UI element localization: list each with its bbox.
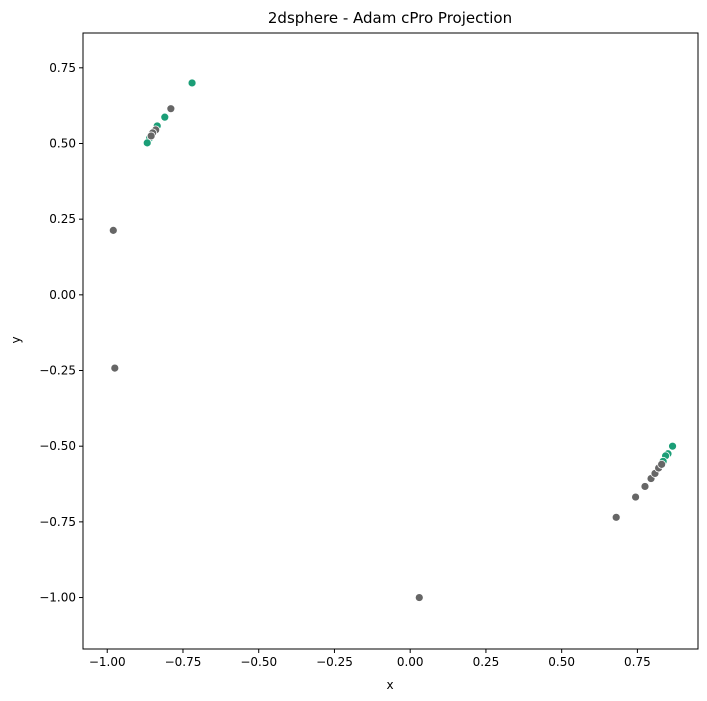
x-tick-label: −1.00 [89,655,126,669]
data-point [108,225,118,235]
y-axis: −1.00 −0.75 −0.50 −0.25 0.00 0.25 0.50 0.75 [39,61,83,605]
y-tick-label: −0.75 [39,515,76,529]
y-tick-label: −0.25 [39,364,76,378]
y-tick-label: 0.25 [49,212,76,226]
x-tick-label: −0.25 [316,655,353,669]
data-point [640,482,650,491]
data-point [187,78,197,88]
y-tick-label: 0.50 [49,136,76,150]
y-axis-label: y [9,336,23,343]
data-point [142,138,152,148]
x-tick-label: 0.00 [397,655,424,669]
points-layer [108,78,677,602]
data-point [657,459,667,469]
data-point [166,104,176,114]
y-tick-label: 0.00 [49,288,76,302]
x-axis-label: x [386,678,393,692]
data-point [611,512,621,522]
x-tick-label: −0.75 [165,655,202,669]
x-tick-label: 0.25 [473,655,500,669]
plot-area [82,32,699,650]
data-point [160,112,170,122]
x-tick-label: −0.50 [240,655,277,669]
data-point [668,441,677,451]
chart-title: 2dsphere - Adam cPro Projection [268,9,512,27]
x-tick-label: 0.75 [624,655,651,669]
data-point [631,492,640,502]
y-tick-label: −0.50 [39,439,76,453]
y-tick-label: −1.00 [39,591,76,605]
x-tick-label: 0.50 [548,655,575,669]
data-point [110,363,120,373]
x-axis: −1.00 −0.75 −0.50 −0.25 0.00 0.25 0.50 0.75 [89,649,651,669]
data-point [414,593,424,602]
data-point [146,131,156,141]
y-tick-label: 0.75 [49,61,76,75]
